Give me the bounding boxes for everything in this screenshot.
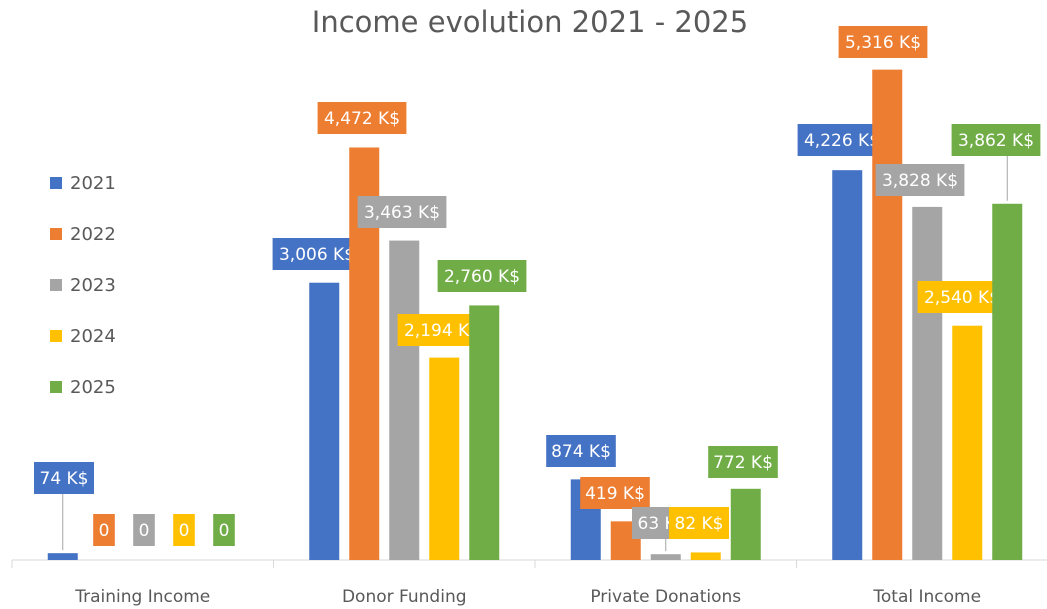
bar — [650, 554, 681, 560]
data-label-box — [951, 124, 1041, 156]
data-label-box — [173, 514, 195, 546]
x-tick-label: Private Donations — [590, 587, 741, 607]
data-label: 4,226 K$ — [804, 131, 880, 151]
data-label: 3,862 K$ — [958, 131, 1034, 151]
data-label-box — [875, 164, 965, 196]
bar — [309, 282, 340, 560]
data-label-box — [580, 477, 650, 509]
bar — [389, 240, 420, 560]
data-label-box — [317, 102, 407, 134]
data-label: 2,760 K$ — [444, 267, 520, 287]
data-label: 0 — [139, 521, 150, 541]
data-label-box — [93, 514, 115, 546]
data-label: 2,194 K$ — [404, 321, 480, 341]
data-label: 3,828 K$ — [882, 171, 958, 191]
bar — [429, 357, 460, 560]
data-label-box — [34, 462, 94, 494]
legend-label: 2022 — [70, 224, 116, 245]
data-label: 0 — [179, 521, 190, 541]
data-label: 0 — [99, 521, 110, 541]
legend-swatch — [50, 330, 62, 342]
bar — [872, 69, 903, 560]
bar — [690, 552, 721, 560]
bar — [47, 553, 78, 560]
bar — [952, 325, 983, 560]
legend-label: 2024 — [70, 326, 116, 347]
data-label: 2,540 K$ — [924, 288, 1000, 308]
legend-label: 2025 — [70, 377, 116, 398]
legend-label: 2023 — [70, 275, 116, 296]
data-label-box — [133, 514, 155, 546]
bar — [730, 488, 761, 560]
x-tick-label: Donor Funding — [342, 587, 467, 607]
data-label-box — [213, 514, 235, 546]
data-label: 74 K$ — [40, 469, 89, 489]
data-label-box — [797, 124, 887, 156]
bar — [912, 206, 943, 560]
x-tick-label: Training Income — [74, 587, 210, 607]
x-tick-label: Total Income — [872, 587, 981, 607]
data-label-box — [546, 435, 616, 467]
data-label: 3,006 K$ — [279, 245, 355, 265]
data-label: 0 — [219, 521, 230, 541]
legend-swatch — [50, 177, 62, 189]
bar — [992, 203, 1023, 560]
data-label-box — [838, 26, 928, 58]
legend-swatch — [50, 279, 62, 291]
data-label-box — [437, 260, 527, 292]
data-label: 419 K$ — [585, 484, 645, 504]
data-label-box — [708, 446, 778, 478]
data-label-box — [669, 507, 729, 539]
data-label: 5,316 K$ — [845, 33, 921, 53]
data-label: 4,472 K$ — [324, 109, 400, 129]
data-label: 82 K$ — [675, 514, 724, 534]
data-label: 3,463 K$ — [364, 203, 440, 223]
bar — [832, 170, 863, 560]
data-label-box — [272, 238, 362, 270]
legend-label: 2021 — [70, 173, 116, 194]
legend-swatch — [50, 228, 62, 240]
data-label: 772 K$ — [713, 453, 773, 473]
data-label-box — [917, 281, 1007, 313]
data-label: 874 K$ — [551, 442, 611, 462]
bar — [469, 305, 500, 560]
chart-title: Income evolution 2021 - 2025 — [312, 5, 748, 39]
legend-swatch — [50, 381, 62, 393]
data-label-box — [357, 196, 447, 228]
